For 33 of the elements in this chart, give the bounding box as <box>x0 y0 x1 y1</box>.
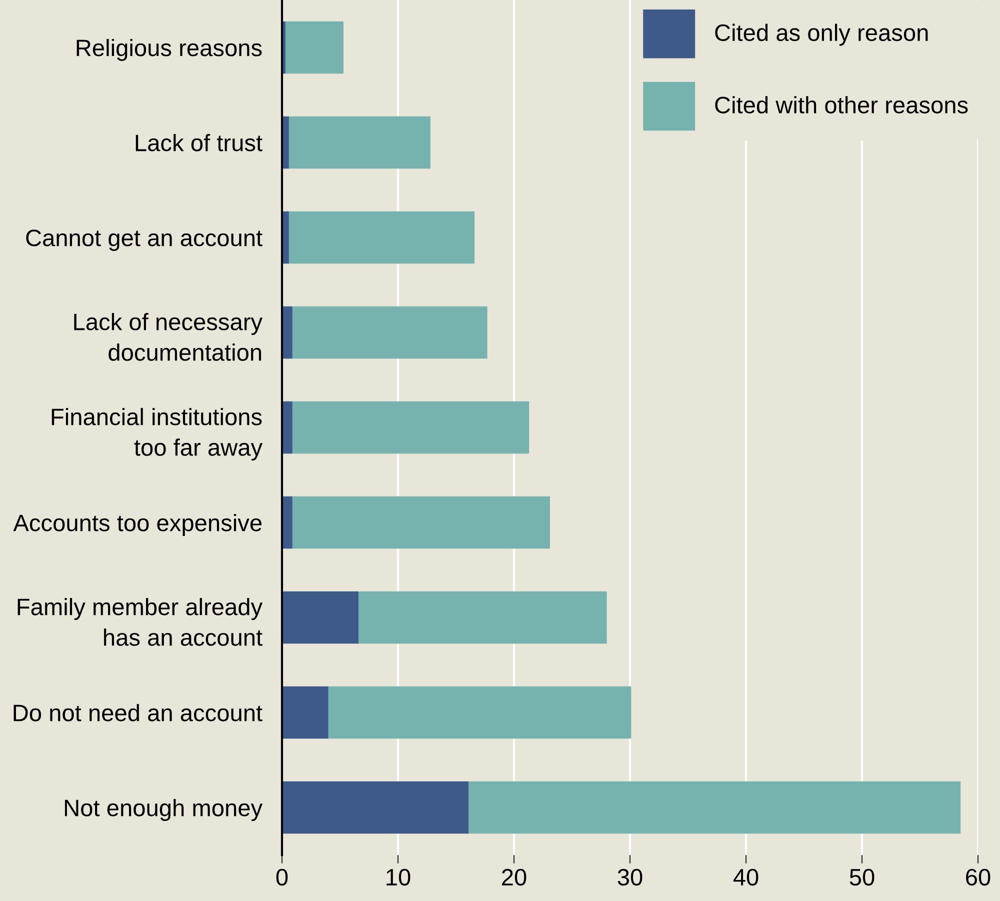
legend-label: Cited with other reasons <box>715 96 968 114</box>
bar <box>282 781 469 834</box>
bar <box>282 306 292 359</box>
y-tick-label: Family member already has an account <box>18 598 263 646</box>
x-tick-label: 30 <box>618 868 642 886</box>
bar <box>468 781 961 834</box>
y-tick-label: Financial institutions too far away <box>52 408 263 461</box>
x-tick-label: 60 <box>966 868 990 886</box>
y-tick-label: Do not need an account <box>14 704 262 722</box>
bar <box>292 401 530 454</box>
bar <box>285 21 344 74</box>
x-tick-label: 50 <box>850 868 874 886</box>
bar <box>288 116 430 169</box>
x-tick-label: 20 <box>502 868 526 886</box>
bar <box>288 211 475 264</box>
legend-label: Cited as only reason <box>715 24 928 46</box>
x-tick-label: 0 <box>276 868 288 886</box>
y-tick-label: Lack of trust <box>136 134 262 152</box>
bar <box>358 591 607 644</box>
x-tick-label: 10 <box>386 868 410 886</box>
x-tick-label: 40 <box>733 868 758 886</box>
bar <box>292 496 550 549</box>
y-tick-label: Not enough money <box>64 798 263 821</box>
bar <box>282 496 292 549</box>
y-tick-label: Cannot get an account <box>26 230 262 251</box>
y-tick-label: Lack of necessary documentation <box>74 312 263 361</box>
bar <box>328 686 632 739</box>
bar <box>282 401 292 454</box>
bar <box>282 591 359 644</box>
bar <box>292 306 488 359</box>
y-tick-label: Accounts too expensive <box>13 514 262 536</box>
y-tick-label: Religious reasons <box>76 38 262 61</box>
bar <box>282 686 328 739</box>
